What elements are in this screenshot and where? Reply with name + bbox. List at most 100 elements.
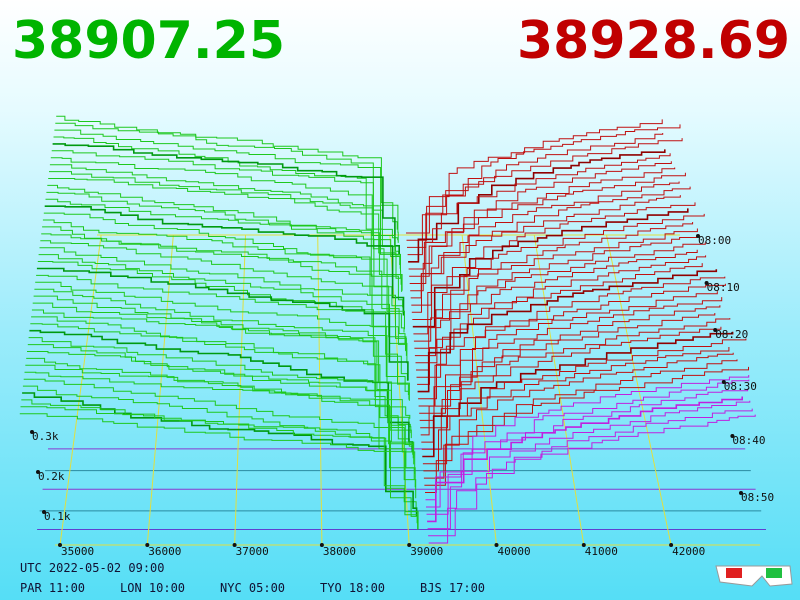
tick-dot [145,543,150,547]
price-tick-label: 40000 [498,545,531,558]
ask-line [410,181,680,299]
bid-line [40,240,407,352]
bid-line [28,337,414,455]
bid-price: 38907.25 [12,11,285,71]
city-time: LON 10:00 [120,581,185,595]
ask-line [407,133,664,248]
bid-line [42,219,405,330]
bid-line [25,364,416,474]
bid-line [39,247,407,356]
bid-line [52,143,400,255]
tick-dot [319,543,324,547]
ask-line [410,172,686,292]
bid-line [34,288,410,401]
ask-line [418,276,726,400]
price-grid-line [146,234,174,546]
tick-dot [739,491,743,495]
tick-dot [494,543,499,547]
ask-line [413,222,694,342]
bid-line [31,316,412,439]
tick-dot [704,281,709,285]
ask-line [418,283,726,407]
bid-line [30,323,413,449]
ask-price: 38928.69 [517,11,790,71]
ask-line [427,400,751,530]
tick-dot [669,543,674,547]
ask-line [423,347,730,472]
time-tick-label: 08:40 [732,434,765,447]
bid-line [27,351,415,465]
ask-line [412,208,689,328]
bid-line [47,184,403,291]
price-grid-line [59,234,102,546]
price-tick-label: 41000 [585,545,618,558]
ask-line [426,379,750,508]
ask-line [421,318,731,443]
price-grid-line [317,234,323,546]
tick-dot [721,380,726,384]
ask-line [426,388,749,515]
price-grid-line [533,234,585,546]
bid-line [38,254,408,364]
price-tick-label: 38000 [323,545,356,558]
axis-labels: 35000 36000 37000 38000 39000 40000 41000 42000… [30,234,774,558]
bid-line [46,191,404,308]
bid-line [29,329,414,452]
tick-dot [58,543,62,547]
depth-tick-label: 0.2k [38,470,65,483]
ask-line [416,255,707,378]
ask-line [408,149,666,263]
bid-line [26,357,415,480]
city-time: TYO 18:00 [320,581,385,595]
price-tick-label: 36000 [148,545,181,558]
city-time: PAR 11:00 [20,581,85,595]
ask-line [407,138,683,256]
bid-line [45,198,404,315]
tick-dot [36,470,40,474]
price-tick-label: 39000 [410,545,443,558]
time-tick-label: 08:00 [698,234,731,247]
price-tick-label: 35000 [61,545,94,558]
depth-tick-label: 0.3k [32,430,59,443]
ask-line [416,249,698,371]
ask-line [411,186,691,306]
time-tick-label: 08:50 [741,491,774,504]
bid-line [22,392,418,517]
ask-line [420,305,721,429]
ask-line [411,195,681,313]
bid-line [20,406,419,530]
city-time: BJS 17:00 [420,581,485,595]
ask-line [409,161,672,277]
bid-line [43,212,405,333]
ask-line [423,352,734,479]
bid-line [49,171,402,285]
ask-line [425,366,749,493]
ask-line [427,396,743,523]
bid-line [33,295,411,419]
ask-line [417,269,718,393]
ask-line [414,236,698,357]
ask-line [428,414,756,544]
tick-dot [581,543,586,547]
tick-dot [713,328,718,332]
city-time: NYC 05:00 [220,581,285,595]
bid-line [41,233,406,351]
tick-dot [232,543,237,547]
tick-dot [696,234,700,238]
tick-dot [42,510,46,514]
ask-line [424,359,738,486]
ask-line [422,331,734,458]
ask-line [413,213,705,335]
bid-line [21,399,418,524]
ask-line [406,119,663,234]
bid-line [31,309,412,434]
price-tick-label: 42000 [672,545,705,558]
tick-dot [407,543,412,547]
ask-line [409,167,676,284]
bid-line [54,129,399,243]
ask-line [412,202,696,320]
time-tick-label: 08:30 [724,380,757,393]
bid-line [55,122,399,241]
